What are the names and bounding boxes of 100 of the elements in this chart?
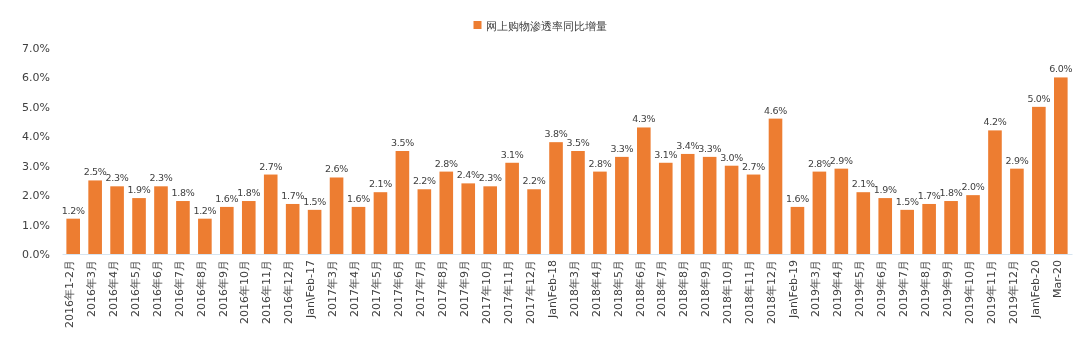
data-label: 6.0% [1049, 63, 1073, 75]
bar [373, 192, 388, 254]
legend-label: 网上购物渗透率同比增量 [485, 20, 607, 33]
bar [329, 177, 344, 254]
data-label: 2.6% [325, 163, 349, 175]
bar [461, 183, 476, 254]
data-label: 1.5% [895, 195, 919, 207]
bar [132, 198, 146, 254]
data-label: 4.6% [764, 104, 788, 116]
data-label: 3.1% [500, 148, 524, 160]
x-tick-label: Jan\Feb-17 [304, 260, 318, 320]
bar [944, 201, 958, 254]
data-label: 2.1% [368, 178, 393, 190]
y-tick-label: 1.0% [22, 218, 50, 232]
x-tick-label: 2019年10月 [962, 260, 976, 324]
x-tick-label: 2017年11月 [501, 260, 515, 324]
x-tick-label: 2019年3月 [809, 260, 823, 317]
data-label: 1.6% [785, 192, 810, 204]
x-tick-label: 2016年5月 [128, 260, 142, 317]
bar [549, 142, 563, 254]
x-tick-label: Jan\Feb-20 [1028, 260, 1042, 320]
y-tick-label: 2.0% [22, 189, 50, 203]
data-label: 2.4% [456, 169, 480, 181]
x-tick-label: Jan\Feb-18 [545, 260, 559, 320]
data-label: 3.4% [676, 139, 700, 151]
bar [198, 218, 212, 254]
y-tick-label: 0.0% [22, 248, 50, 262]
x-tick-label: 2017年4月 [348, 260, 362, 317]
data-label: 2.7% [742, 160, 766, 172]
data-label: 1.7% [917, 189, 941, 201]
data-label: 1.6% [347, 192, 371, 204]
bar [988, 130, 1002, 254]
x-tick-label: 2018年6月 [633, 260, 647, 317]
y-tick-label: 5.0% [22, 100, 50, 114]
bar [395, 151, 410, 254]
x-tick-label: 2018年7月 [655, 260, 669, 317]
data-label: 3.5% [566, 137, 590, 148]
x-tick-label: 2016年4月 [106, 260, 120, 317]
data-label: 1.2% [193, 204, 217, 216]
bar [1010, 168, 1024, 254]
data-label: 4.3% [632, 113, 656, 125]
bar [680, 153, 695, 254]
x-tick-label: 2017年5月 [370, 260, 384, 317]
data-label: 2.5% [83, 166, 107, 178]
x-tick-label: 2017年7月 [414, 260, 428, 317]
bar [593, 171, 607, 254]
data-label: 2.7% [259, 160, 283, 172]
data-label: 1.5% [303, 195, 327, 207]
data-label: 1.6% [215, 192, 239, 204]
bar [110, 186, 124, 254]
bar [176, 201, 190, 254]
y-tick-label: 6.0% [22, 71, 50, 85]
data-label: 2.0% [961, 181, 985, 193]
x-tick-label: 2018年9月 [699, 260, 713, 317]
bar [527, 189, 541, 254]
x-tick-label: Mar-20 [1050, 260, 1064, 299]
data-label: 1.8% [939, 187, 963, 199]
bar [1032, 106, 1046, 254]
x-tick-label: 2018年10月 [721, 260, 735, 324]
bar [724, 165, 739, 254]
bar [351, 206, 366, 254]
data-label: 1.2% [61, 204, 85, 216]
x-tick-label: 2016年6月 [150, 260, 164, 317]
bar [263, 174, 278, 254]
bar [307, 209, 322, 254]
bar [1054, 77, 1068, 254]
bar [812, 171, 827, 254]
x-tick-label: 2018年11月 [743, 260, 757, 324]
x-tick-label: 2017年12月 [523, 260, 537, 324]
x-tick-label: 2019年6月 [874, 260, 888, 317]
x-tick-label: 2016年1-2月 [62, 260, 76, 328]
bar [878, 198, 893, 254]
x-tick-label: 2018年12月 [765, 260, 779, 324]
bar [483, 186, 497, 254]
x-tick-label: 2017年8月 [435, 260, 449, 317]
y-tick-label: 4.0% [22, 130, 50, 144]
bar [922, 203, 936, 254]
x-tick-label: 2018年5月 [611, 260, 625, 317]
bar [88, 180, 102, 254]
x-tick-label: 2016年7月 [172, 260, 186, 317]
x-tick-label: 2019年9月 [940, 260, 954, 317]
bar [658, 162, 673, 254]
x-tick-label: 2019年5月 [852, 260, 866, 317]
data-label: 3.0% [720, 151, 744, 163]
data-label: 3.8% [544, 128, 568, 140]
x-tick-label: 2019年11月 [984, 260, 998, 324]
x-tick-label: 2017年10月 [479, 260, 493, 324]
data-label: 2.8% [434, 157, 459, 169]
bar [834, 168, 849, 254]
bar [154, 186, 168, 254]
x-tick-label: 2018年8月 [677, 260, 691, 317]
x-tick-label: Jan\Feb-19 [787, 260, 801, 320]
data-label: 2.3% [105, 172, 129, 184]
data-label: 1.9% [127, 184, 151, 196]
data-label: 2.1% [851, 178, 876, 190]
data-label: 4.2% [983, 116, 1007, 128]
data-label: 3.3% [610, 142, 634, 154]
x-tick-label: 2017年3月 [326, 260, 340, 317]
x-tick-label: 2019年4月 [831, 260, 845, 317]
bar [241, 201, 256, 254]
